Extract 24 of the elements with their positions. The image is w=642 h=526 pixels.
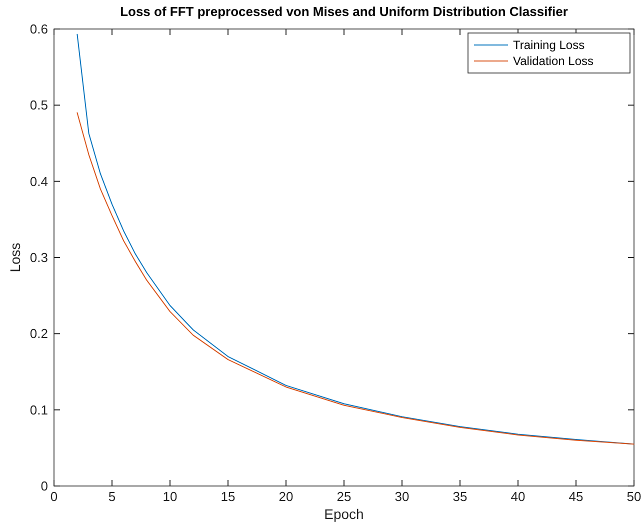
y-tick-label: 0.6 [30, 22, 48, 36]
x-tick-label: 0 [50, 489, 58, 504]
y-axis-title: Loss [7, 242, 23, 272]
x-tick-label: 25 [336, 489, 352, 504]
x-tick-label: 10 [162, 489, 178, 504]
y-tick-label: 0.2 [30, 326, 48, 342]
x-tick-label: 35 [452, 489, 468, 504]
x-tick-label: 30 [394, 489, 410, 504]
line-series [76, 112, 634, 445]
x-tick-label: 40 [510, 489, 526, 504]
legend-label: Training Loss [513, 38, 585, 52]
x-tick-label: 15 [220, 489, 236, 504]
x-tick-label: 50 [626, 489, 642, 504]
y-tick-label: 0.3 [30, 250, 48, 265]
legend-label: Validation Loss [513, 54, 594, 68]
y-tick-label: 0.5 [30, 98, 48, 113]
x-tick-label: 20 [278, 489, 294, 504]
y-tick-label: 0.1 [30, 402, 48, 418]
x-tick-label: 5 [108, 489, 116, 504]
chart-title: Loss of FFT preprocessed von Mises and Uniform Distribution Classifier [120, 4, 568, 19]
x-tick-label: 45 [568, 489, 584, 504]
y-tick-label: 0.4 [30, 174, 48, 189]
y-tick-label: 0 [40, 478, 48, 494]
x-axis-title: Epoch [324, 506, 364, 522]
